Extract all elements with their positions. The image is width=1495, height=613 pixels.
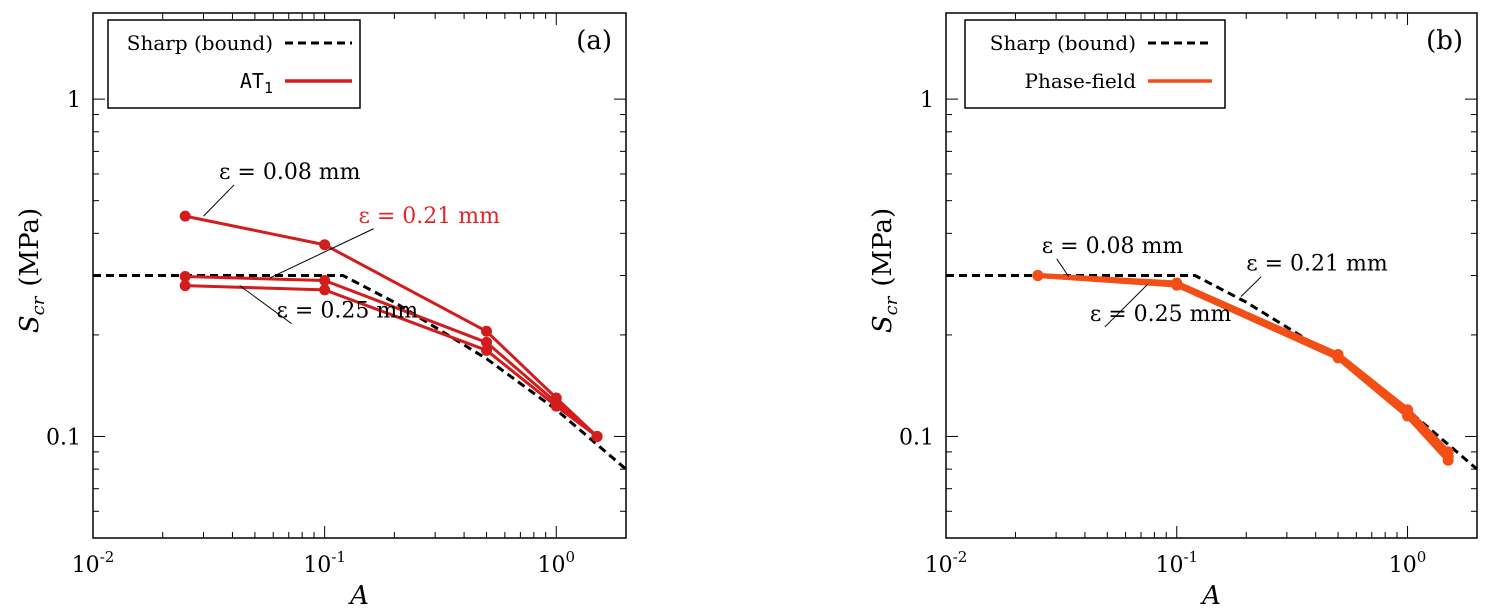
y-axis-label: Scr(MPa): [15, 208, 49, 333]
data-point: [481, 325, 493, 337]
series-line-0: [184, 214, 599, 438]
annotation-label: ε = 0.25 mm: [1090, 302, 1232, 327]
data-point: [1171, 279, 1183, 291]
data-point: [481, 336, 493, 348]
plot-frame: [92, 12, 627, 539]
annotation-leader: [1104, 283, 1149, 328]
x-tick-label: 10-1: [303, 548, 346, 578]
legend: Sharp (bound) AT1: [107, 19, 361, 109]
data-point: [550, 400, 562, 412]
y-tick-label: 0.1: [46, 425, 81, 450]
data-point: [1332, 352, 1344, 364]
data-point: [1442, 454, 1454, 466]
plot-frame: [945, 12, 1478, 539]
annotation-label: ε = 0.08 mm: [1042, 234, 1184, 259]
data-point: [319, 239, 331, 251]
chart-panel-b: 10-2 10-1 100 0.1 1 A Scr(MPa) ε = 0.08 mm ε = 0…: [868, 12, 1478, 611]
data-point: [179, 280, 191, 292]
x-tick-label: 100: [1389, 548, 1427, 578]
annotation-leader: [1056, 258, 1070, 277]
panel-label: (b): [1426, 26, 1463, 56]
x-axis-label: A: [1200, 581, 1221, 611]
annotation-leader: [1240, 276, 1262, 297]
annotation-label: ε = 0.21 mm: [1246, 252, 1388, 277]
legend-label: Phase-field: [1025, 69, 1137, 93]
data-point: [319, 284, 331, 296]
y-tick-label: 1: [67, 88, 81, 113]
annotation-leader: [239, 285, 292, 325]
legend: Sharp (bound) Phase-field: [964, 19, 1226, 109]
y-tick-label: 0.1: [899, 425, 934, 450]
legend-label: Sharp (bound): [990, 31, 1136, 55]
sharp-bound-line: [93, 274, 627, 471]
annotation-label: ε = 0.25 mm: [277, 299, 419, 324]
data-point: [591, 430, 603, 442]
annotation-label: ε = 0.08 mm: [219, 160, 361, 185]
y-axis-label: Scr(MPa): [868, 208, 902, 333]
annotation-leader: [269, 228, 374, 279]
legend-box: [107, 19, 361, 109]
axis-ticks: [945, 13, 1478, 539]
legend-box: [964, 19, 1226, 109]
x-tick-label: 10-2: [925, 548, 968, 578]
panel-label: (a): [576, 26, 612, 56]
x-axis-label: A: [348, 581, 369, 611]
x-tick-label: 10-1: [1155, 548, 1198, 578]
data-point: [179, 210, 191, 222]
data-point: [1402, 410, 1414, 422]
x-tick-label: 10-2: [72, 548, 115, 578]
data-point: [179, 270, 191, 282]
data-point: [319, 274, 331, 286]
annotation-label: ε = 0.21 mm: [358, 204, 500, 229]
legend-label: AT1: [240, 69, 273, 97]
annotation-leader: [203, 184, 235, 217]
y-tick-label: 1: [920, 88, 934, 113]
data-point: [481, 344, 493, 356]
data-point: [1032, 270, 1044, 281]
chart-panel-a: 10-2 10-1 100 0.1 1 A Scr(MPa) ε = 0.08 mm ε = 0…: [15, 12, 627, 611]
x-tick-label: 100: [537, 548, 575, 578]
legend-label: Sharp (bound): [127, 31, 273, 55]
